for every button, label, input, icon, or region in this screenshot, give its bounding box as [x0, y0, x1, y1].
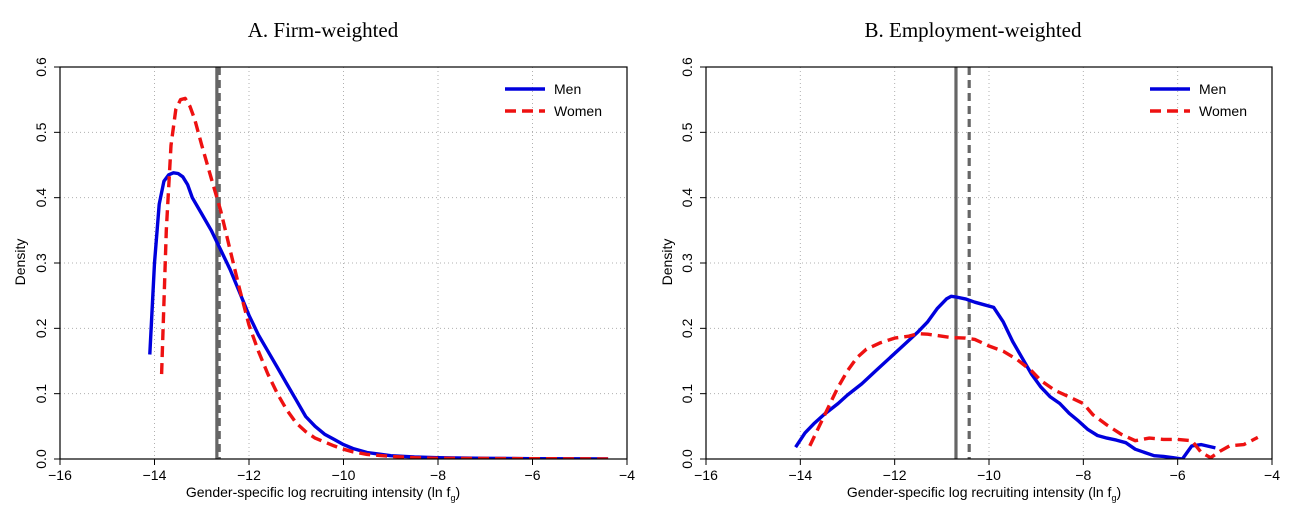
- panel-b-series-women-line: [808, 331, 1259, 459]
- panel-b-ytick-label: 0.4: [679, 188, 695, 208]
- panel-a-series-women-line: [159, 96, 609, 459]
- panel-a-xlabel-main: Gender-specific log recruiting intensity…: [186, 484, 451, 500]
- panel-a-ytick-label: 0.3: [33, 253, 49, 273]
- panel-a-ytick-label: 0.6: [33, 57, 49, 77]
- panel-a-xlabel: Gender-specific log recruiting intensity…: [186, 484, 460, 503]
- panel-a-legend-women-label: Women: [554, 103, 602, 119]
- panel-a-ytick-label: 0.4: [33, 188, 49, 208]
- panel-b-xlabel-tail: ): [1116, 484, 1121, 500]
- panel-a-plot: −16 −14 −12 −10 −8 −6 −4 0.0 0.1 0.2 0.3 0.4 0.5 0.6 M…: [33, 57, 635, 483]
- panel-b-xlabel-sub: g: [1111, 493, 1116, 503]
- panel-a-xtick-label: −8: [430, 467, 446, 483]
- panel-b-ytick-label: 0.2: [679, 318, 695, 338]
- panel-a-xlabel-sub: g: [450, 493, 455, 503]
- panel-b-ytick-label: 0.6: [679, 57, 695, 77]
- panel-a-xtick-label: −14: [143, 467, 167, 483]
- panel-a-ylabel: Density: [12, 239, 28, 286]
- panel-b-employment-weighted: B. Employment-weighted Density Gender-sp…: [659, 18, 1280, 503]
- panel-a-xtick-label: −6: [525, 467, 541, 483]
- panel-b-xtick-label: −4: [1264, 467, 1280, 483]
- panel-b-plot: −16 −14 −12 −10 −8 −6 −4 0.0 0.1 0.2 0.3 0.4 0.5 0.6 M…: [679, 57, 1280, 483]
- panel-a-xlabel-tail: ): [455, 484, 460, 500]
- panel-b-ytick-label: 0.3: [679, 253, 695, 273]
- panel-a-ytick-label: 0.0: [33, 449, 49, 469]
- panel-b-xtick-label: −6: [1170, 467, 1186, 483]
- panel-a-ytick-label: 0.2: [33, 318, 49, 338]
- panel-a-legend-men-label: Men: [554, 81, 581, 97]
- panel-b-title: B. Employment-weighted: [865, 18, 1082, 42]
- panel-a-firm-weighted: A. Firm-weighted Density Gender-specific…: [12, 18, 635, 503]
- panel-b-xlabel-main: Gender-specific log recruiting intensity…: [847, 484, 1112, 500]
- panel-a-ytick-label: 0.1: [33, 384, 49, 404]
- panel-b-xtick-label: −12: [883, 467, 907, 483]
- panel-a-xtick-label: −4: [619, 467, 635, 483]
- panel-a-xtick-label: −12: [237, 467, 261, 483]
- panel-b-legend-men-label: Men: [1199, 81, 1226, 97]
- panel-a-xtick-label: −16: [48, 467, 72, 483]
- panel-b-xtick-label: −16: [694, 467, 718, 483]
- panel-b-xtick-label: −8: [1075, 467, 1091, 483]
- panel-b-xtick-label: −14: [788, 467, 812, 483]
- panel-b-ytick-label: 0.5: [679, 122, 695, 142]
- panel-a-title: A. Firm-weighted: [248, 18, 399, 42]
- panel-b-xlabel: Gender-specific log recruiting intensity…: [847, 484, 1121, 503]
- panel-a-xtick-label: −10: [332, 467, 356, 483]
- panel-a-ytick-label: 0.5: [33, 122, 49, 142]
- panel-b-xtick-label: −10: [977, 467, 1001, 483]
- panel-b-ylabel: Density: [659, 239, 675, 286]
- panel-b-ytick-label: 0.1: [679, 384, 695, 404]
- panel-b-series-men-line: [794, 294, 1216, 459]
- panel-b-legend-women-label: Women: [1199, 103, 1247, 119]
- panel-b-ytick-label: 0.0: [679, 449, 695, 469]
